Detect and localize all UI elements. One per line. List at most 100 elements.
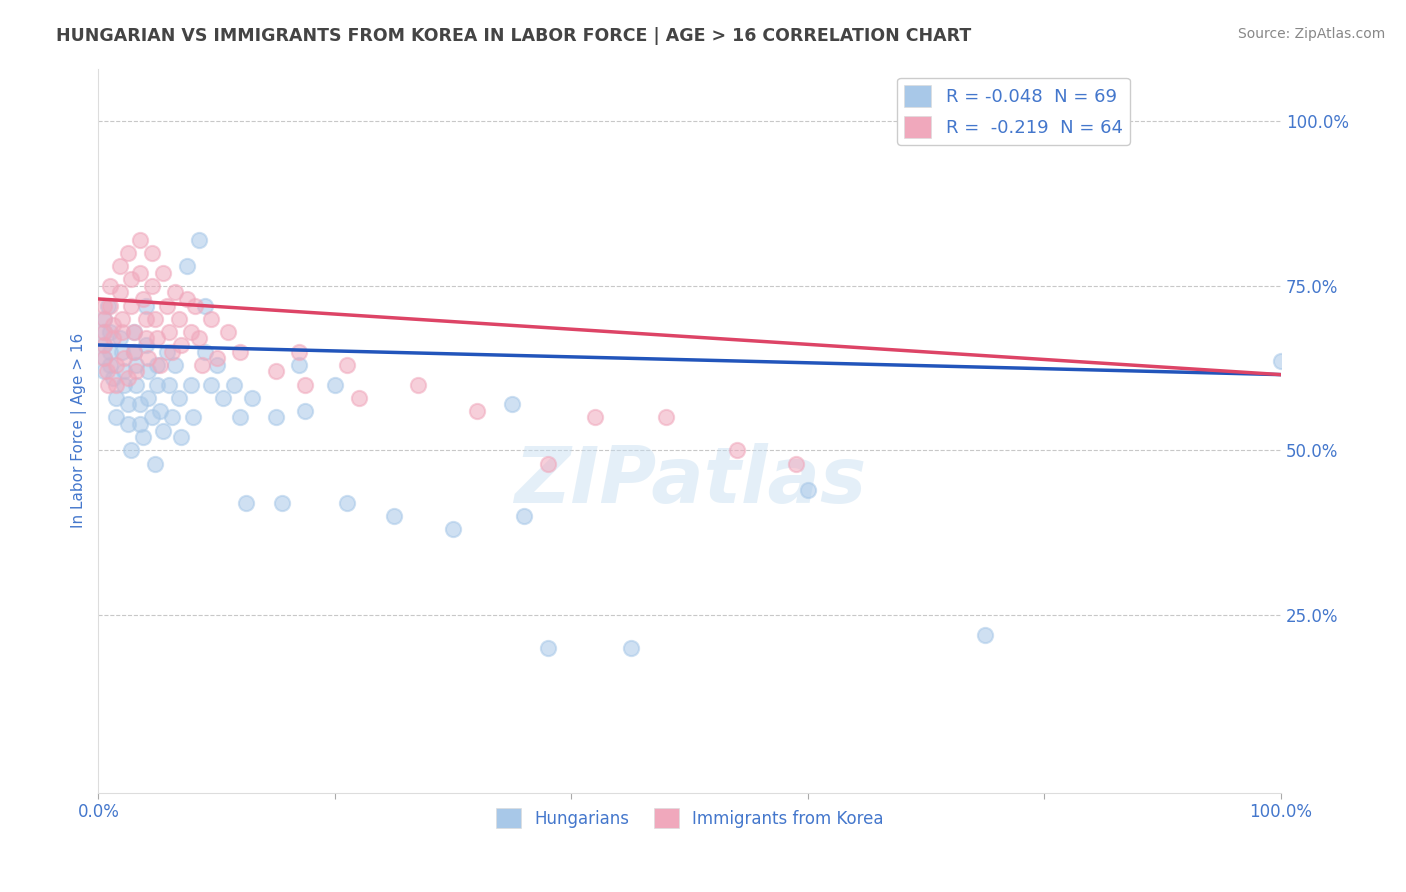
Point bbox=[176, 259, 198, 273]
Point bbox=[294, 404, 316, 418]
Point bbox=[170, 338, 193, 352]
Point bbox=[98, 358, 121, 372]
Point bbox=[537, 640, 560, 655]
Point bbox=[146, 377, 169, 392]
Point bbox=[93, 311, 115, 326]
Point bbox=[112, 351, 135, 366]
Point bbox=[513, 509, 536, 524]
Point bbox=[111, 344, 134, 359]
Point bbox=[117, 245, 139, 260]
Point bbox=[135, 311, 157, 326]
Point bbox=[167, 391, 190, 405]
Point bbox=[132, 292, 155, 306]
Point bbox=[187, 331, 209, 345]
Point bbox=[200, 377, 222, 392]
Point bbox=[974, 628, 997, 642]
Point bbox=[108, 331, 131, 345]
Point bbox=[725, 443, 748, 458]
Point bbox=[619, 640, 641, 655]
Point bbox=[797, 483, 820, 497]
Point bbox=[152, 424, 174, 438]
Point bbox=[205, 358, 228, 372]
Point bbox=[146, 331, 169, 345]
Point bbox=[157, 325, 180, 339]
Point bbox=[98, 325, 121, 339]
Point bbox=[105, 358, 128, 372]
Point bbox=[211, 391, 233, 405]
Point bbox=[121, 272, 143, 286]
Point bbox=[146, 358, 169, 372]
Point bbox=[170, 430, 193, 444]
Point bbox=[156, 344, 179, 359]
Point bbox=[229, 344, 252, 359]
Point bbox=[135, 331, 157, 345]
Point bbox=[101, 331, 124, 345]
Point bbox=[347, 391, 370, 405]
Point bbox=[382, 509, 405, 524]
Point bbox=[785, 457, 807, 471]
Point bbox=[125, 364, 148, 378]
Point bbox=[187, 233, 209, 247]
Point bbox=[128, 266, 150, 280]
Point bbox=[93, 311, 115, 326]
Text: ZIPatlas: ZIPatlas bbox=[513, 443, 866, 519]
Point bbox=[270, 496, 292, 510]
Point bbox=[117, 397, 139, 411]
Point bbox=[205, 351, 228, 366]
Point bbox=[224, 377, 246, 392]
Point bbox=[136, 391, 159, 405]
Point bbox=[108, 259, 131, 273]
Point bbox=[117, 417, 139, 431]
Point bbox=[156, 298, 179, 312]
Point bbox=[191, 358, 214, 372]
Point bbox=[165, 285, 187, 300]
Point bbox=[264, 410, 287, 425]
Point bbox=[336, 496, 359, 510]
Point bbox=[121, 298, 143, 312]
Point bbox=[288, 344, 311, 359]
Legend: Hungarians, Immigrants from Korea: Hungarians, Immigrants from Korea bbox=[489, 801, 890, 835]
Point bbox=[160, 410, 183, 425]
Point bbox=[194, 298, 217, 312]
Point bbox=[128, 417, 150, 431]
Point bbox=[406, 377, 429, 392]
Point bbox=[180, 325, 202, 339]
Point bbox=[149, 358, 172, 372]
Point bbox=[176, 292, 198, 306]
Point bbox=[167, 311, 190, 326]
Point bbox=[111, 311, 134, 326]
Point bbox=[125, 377, 148, 392]
Point bbox=[122, 325, 145, 339]
Point bbox=[117, 371, 139, 385]
Point bbox=[97, 377, 120, 392]
Point bbox=[336, 358, 359, 372]
Point bbox=[105, 377, 128, 392]
Point bbox=[294, 377, 316, 392]
Point bbox=[240, 391, 263, 405]
Point bbox=[125, 358, 148, 372]
Point bbox=[184, 298, 207, 312]
Point bbox=[1270, 354, 1292, 368]
Point bbox=[141, 278, 163, 293]
Point bbox=[194, 344, 217, 359]
Point bbox=[160, 344, 183, 359]
Point bbox=[128, 397, 150, 411]
Point bbox=[122, 344, 145, 359]
Point bbox=[143, 311, 166, 326]
Point bbox=[441, 522, 464, 536]
Point bbox=[583, 410, 606, 425]
Point bbox=[105, 391, 128, 405]
Point bbox=[229, 410, 252, 425]
Point bbox=[200, 311, 222, 326]
Point bbox=[97, 298, 120, 312]
Point bbox=[93, 364, 115, 378]
Point bbox=[93, 325, 115, 339]
Point bbox=[288, 358, 311, 372]
Text: HUNGARIAN VS IMMIGRANTS FROM KOREA IN LABOR FORCE | AGE > 16 CORRELATION CHART: HUNGARIAN VS IMMIGRANTS FROM KOREA IN LA… bbox=[56, 27, 972, 45]
Point bbox=[98, 344, 121, 359]
Point bbox=[141, 245, 163, 260]
Point bbox=[152, 266, 174, 280]
Point bbox=[157, 377, 180, 392]
Point bbox=[112, 377, 135, 392]
Point bbox=[135, 338, 157, 352]
